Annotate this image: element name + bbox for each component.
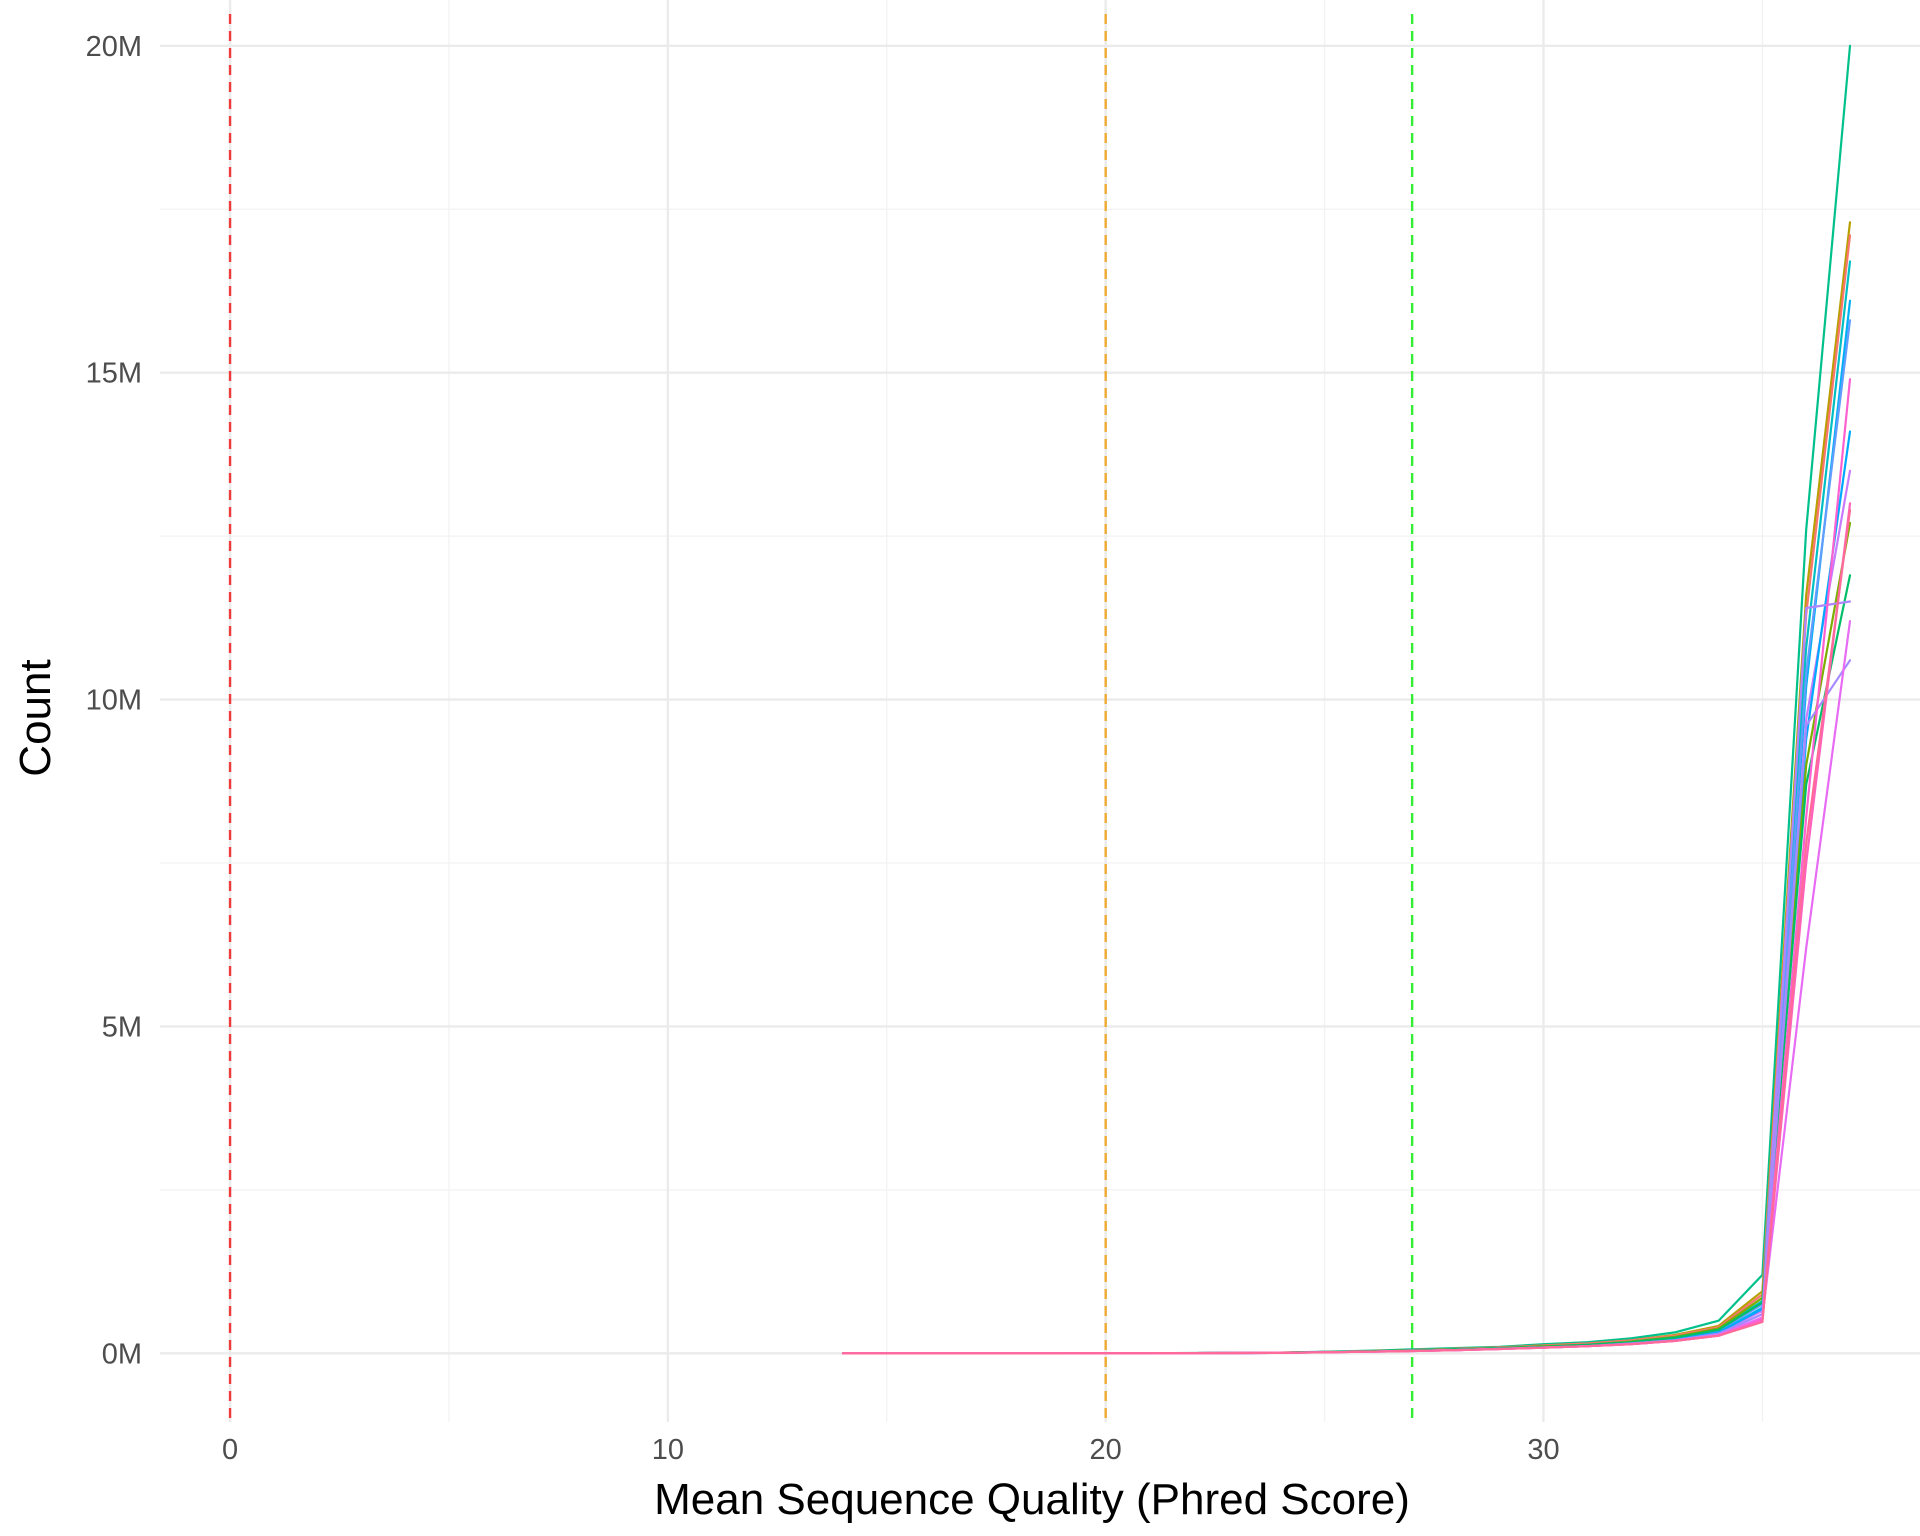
series-lines: [841, 44, 1852, 1355]
y-tick-label: 5M: [102, 1011, 142, 1043]
y-tick-label: 0M: [102, 1338, 142, 1370]
series-line: [841, 469, 1852, 1355]
series-line: [841, 430, 1852, 1355]
y-tick-label: 10M: [86, 685, 142, 717]
series-line: [841, 619, 1852, 1355]
series-line: [841, 221, 1852, 1355]
y-tick-label: 15M: [86, 358, 142, 390]
y-axis-title: Count: [11, 659, 60, 776]
series-line: [841, 299, 1852, 1355]
x-tick-label: 0: [222, 1434, 238, 1466]
x-tick-label: 10: [652, 1434, 684, 1466]
series-line: [841, 319, 1852, 1355]
series-line: [841, 508, 1852, 1355]
x-tick-label: 30: [1527, 1434, 1559, 1466]
x-axis-tick-labels: 0 10 20 30: [222, 1434, 1560, 1466]
series-line: [841, 378, 1852, 1355]
series-line: [841, 574, 1852, 1355]
series-line: [841, 521, 1852, 1355]
series-line: [841, 502, 1852, 1355]
major-gridlines: [160, 0, 1920, 1422]
x-axis-title: Mean Sequence Quality (Phred Score): [654, 1475, 1410, 1524]
y-tick-label: 20M: [86, 31, 142, 63]
series-line: [841, 659, 1852, 1355]
series-line: [841, 234, 1852, 1355]
x-tick-label: 20: [1090, 1434, 1122, 1466]
series-line: [841, 600, 1852, 1355]
reference-lines: [228, 14, 1414, 1422]
y-axis-tick-labels: 0M 5M 10M 15M 20M: [86, 31, 142, 1371]
minor-gridlines: [160, 0, 1920, 1422]
